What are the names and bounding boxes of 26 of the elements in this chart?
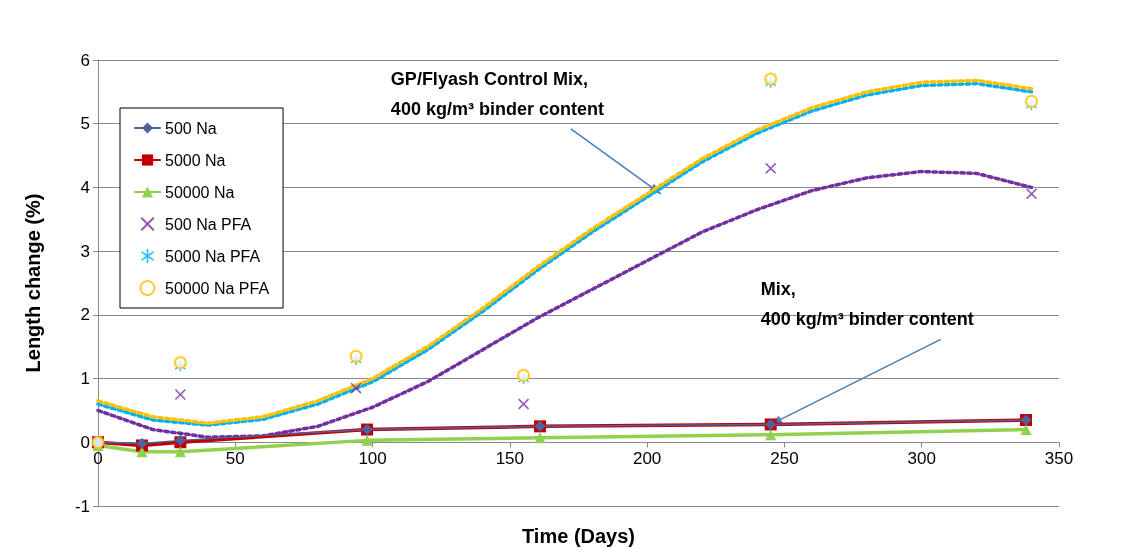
legend-label: 5000 Na PFA (165, 247, 261, 265)
y-tick-label: 5 (80, 114, 90, 134)
y-tick-label: 2 (80, 305, 90, 325)
legend-label: 500 Na (165, 119, 217, 137)
x-tick-label: 50 (225, 449, 245, 469)
y-tick-label: 1 (80, 369, 90, 389)
y-tick-label: 6 (80, 50, 90, 70)
x-tick-label: 300 (907, 449, 936, 469)
y-axis-title: Length change (%) (22, 193, 44, 373)
annotation: Mix, 400 kg/m³ binder content (760, 279, 974, 330)
x-tick-label: 100 (358, 449, 387, 469)
legend-label: 500 Na PFA (165, 215, 252, 233)
y-tick-label: 0 (80, 432, 90, 452)
legend-label: 50000 Na PFA (165, 279, 270, 297)
x-tick-label: 0 (93, 449, 103, 469)
x-tick-label: 200 (632, 449, 662, 469)
x-tick-label: 250 (770, 449, 799, 469)
annotation: GP/Flyash Control Mix, 400 kg/m³ binder content (390, 68, 604, 119)
x-axis-title: Time (Days) (521, 525, 636, 547)
y-tick-label: -1 (74, 496, 90, 516)
x-tick-label: 350 (1044, 449, 1074, 469)
legend-label: 50000 Na (165, 183, 235, 201)
y-tick-label: 3 (80, 241, 90, 261)
x-tick-label: 150 (495, 449, 525, 469)
legend-label: 5000 Na (165, 151, 226, 169)
y-tick-label: 4 (80, 177, 90, 197)
